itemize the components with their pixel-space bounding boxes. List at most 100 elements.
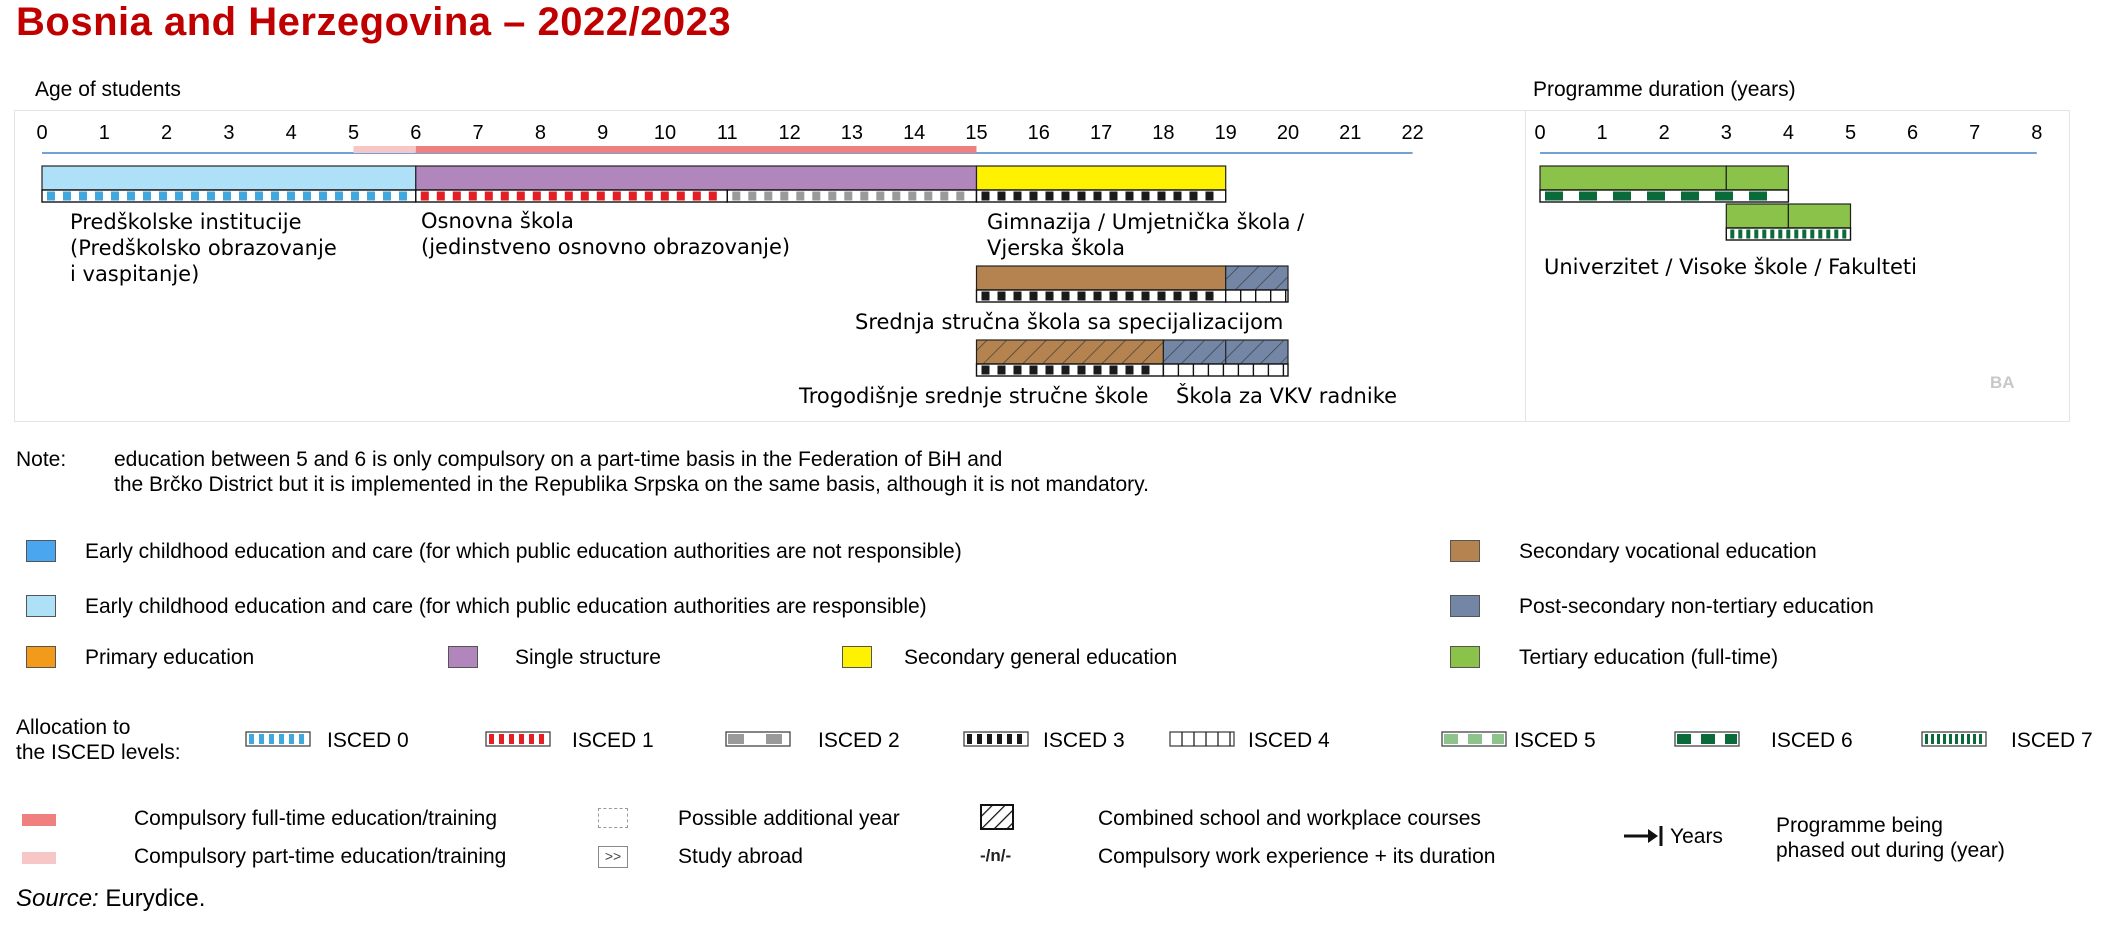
- age-tick-label: 8: [535, 122, 546, 144]
- isced-block: [1013, 191, 1022, 201]
- isced-block: [1077, 291, 1086, 301]
- age-tick-label: 15: [965, 122, 987, 144]
- isced-block: [1967, 734, 1970, 744]
- isced-block: [1077, 365, 1086, 375]
- isced-block: [191, 191, 199, 201]
- isced-block: [367, 191, 375, 201]
- isced-block: [259, 734, 264, 744]
- tertiary-bar-extension: [1725, 165, 1790, 191]
- isced-block: [175, 191, 183, 201]
- isced-block: [484, 191, 493, 201]
- legend-additional-year: Possible additional year: [678, 807, 900, 830]
- age-tick-label: 4: [286, 122, 297, 144]
- note-line-1: education between 5 and 6 is only compul…: [114, 448, 1003, 471]
- compulsory-bars: [353, 146, 977, 153]
- isced-block: [981, 191, 990, 201]
- age-tick-label: 5: [348, 122, 359, 144]
- compulsory-part-swatch: [22, 852, 56, 864]
- duration-panel: [1525, 110, 2070, 422]
- isced-block: [1045, 365, 1054, 375]
- isced-block: [452, 191, 461, 201]
- age-tick-label: 22: [1401, 122, 1423, 144]
- isced-block: [1173, 191, 1182, 201]
- isced-block: [303, 191, 311, 201]
- isced-block: [1925, 734, 1928, 744]
- swatch-primary: [26, 646, 56, 668]
- isced-block: [279, 734, 284, 744]
- isced-block: [383, 191, 391, 201]
- isced-block: [249, 734, 254, 744]
- isced-block: [1715, 191, 1733, 201]
- age-tick-label: 6: [410, 122, 421, 144]
- programme-label-three-year-vocational: Trogodišnje srednje stručne škole: [799, 384, 1149, 408]
- isced-block: [1061, 291, 1070, 301]
- duration-tick-label: 5: [1845, 122, 1856, 144]
- isced-block: [977, 734, 982, 744]
- isced-block: [1205, 191, 1214, 201]
- isced-block: [580, 191, 589, 201]
- legend-compulsory-part: Compulsory part-time education/training: [134, 845, 507, 868]
- isced-block: [764, 191, 773, 201]
- isced-block: [732, 191, 741, 201]
- isced-block: [1613, 191, 1631, 201]
- swatch-secondary-vocational: [1450, 540, 1480, 562]
- isced-block: [519, 734, 524, 744]
- programme-segment: [975, 265, 1227, 291]
- isced-block: [1931, 734, 1934, 744]
- isced-block: [1677, 734, 1691, 744]
- isced-block: [766, 734, 782, 744]
- isced-block: [1701, 734, 1715, 744]
- isced-block: [1125, 291, 1134, 301]
- programme-bar: [41, 165, 417, 191]
- isced-block: [1949, 734, 1952, 744]
- isced-block: [1973, 734, 1976, 744]
- isced-block: [1017, 734, 1022, 744]
- isced-block: [239, 191, 247, 201]
- isced-block: [1077, 191, 1086, 201]
- age-tick-label: 10: [654, 122, 676, 144]
- isced-block: [780, 191, 789, 201]
- age-tick-label: 7: [473, 122, 484, 144]
- legend-work-experience: Compulsory work experience + its duratio…: [1098, 845, 1496, 868]
- isced-block: [628, 191, 637, 201]
- page-title: Bosnia and Herzegovina – 2022/2023: [16, 0, 732, 44]
- isced-block: [1007, 734, 1012, 744]
- swatch-ecec-not-responsible: [26, 540, 56, 562]
- age-tick-label: 9: [597, 122, 608, 144]
- source-line: Source: Eurydice.: [16, 885, 205, 913]
- programme-bar: [415, 165, 978, 191]
- legend-primary: Primary education: [85, 646, 255, 669]
- programme-label-preschool: Predškolske institucije (Predškolsko obr…: [70, 210, 337, 286]
- isced-block: [1125, 365, 1134, 375]
- isced-block: [564, 191, 573, 201]
- isced-block: [1157, 291, 1166, 301]
- isced-block: [908, 191, 917, 201]
- swatch-ecec-responsible: [26, 595, 56, 617]
- age-tick-label: 1: [99, 122, 110, 144]
- isced-block: [223, 191, 231, 201]
- age-tick-label: 21: [1339, 122, 1361, 144]
- isced-block: [1647, 191, 1665, 201]
- isced-block: [892, 191, 901, 201]
- isced-block: [1770, 229, 1775, 239]
- isced-block: [828, 191, 837, 201]
- isced-block: [1794, 229, 1799, 239]
- isced-block: [319, 191, 327, 201]
- isced-4-label: ISCED 4: [1248, 729, 1330, 752]
- duration-tick-label: 8: [2031, 122, 2042, 144]
- duration-axis-label: Programme duration (years): [1533, 78, 1796, 101]
- compulsory-full-swatch: [22, 814, 56, 826]
- note-line-2: the Brčko District but it is implemented…: [114, 473, 1149, 496]
- country-code: BA: [1990, 373, 2015, 392]
- isced-block: [676, 191, 685, 201]
- isced-block: [1061, 365, 1070, 375]
- programme-label-vocational-specialisation: Srednja stručna škola sa specijalizacijo…: [855, 310, 1284, 334]
- isced-block: [1730, 229, 1735, 239]
- years-arrow-icon: [1624, 826, 1663, 846]
- isced-block: [981, 365, 990, 375]
- isced-block: [1818, 229, 1823, 239]
- isced-block: [1205, 291, 1214, 301]
- age-tick-label: 13: [841, 122, 863, 144]
- source-text: Eurydice.: [105, 885, 206, 912]
- isced-block: [287, 191, 295, 201]
